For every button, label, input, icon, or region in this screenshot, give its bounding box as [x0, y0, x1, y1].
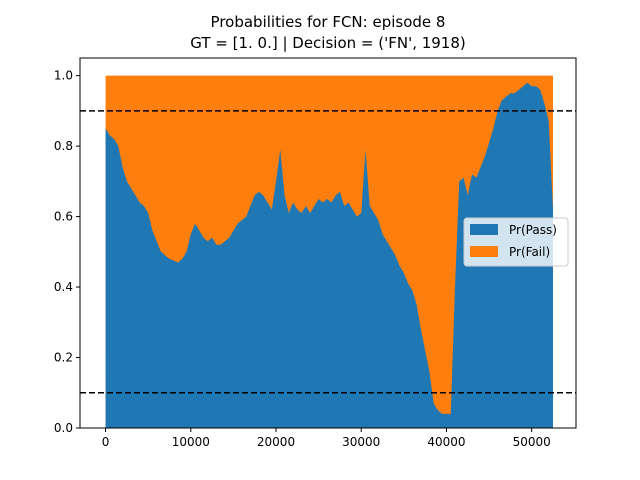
- legend-swatch-pass: [470, 224, 498, 235]
- y-tick-label: 0.2: [54, 351, 73, 365]
- plot-area: [79, 57, 577, 429]
- x-tick-label: 40000: [427, 435, 465, 449]
- x-tick-label: 10000: [172, 435, 210, 449]
- threshold-lines: [80, 110, 576, 394]
- y-tick-label: 1.0: [54, 69, 73, 83]
- y-tick-label: 0.6: [54, 210, 73, 224]
- y-axis: 0.0 0.2 0.4 0.6 0.8 1.0: [54, 69, 80, 435]
- legend-label-pass: Pr(Pass): [509, 223, 557, 237]
- x-tick-label: 0: [102, 435, 110, 449]
- x-tick-label: 20000: [257, 435, 295, 449]
- x-axis: 0 10000 20000 30000 40000 50000: [102, 428, 551, 449]
- plot-frame: [79, 57, 577, 429]
- y-tick-label: 0.8: [54, 139, 73, 153]
- legend-label-fail: Pr(Fail): [509, 245, 550, 259]
- chart-title-line-1: Probabilities for FCN: episode 8: [211, 13, 446, 31]
- legend-swatch-fail: [470, 246, 498, 257]
- y-tick-label: 0.0: [54, 421, 73, 435]
- x-tick-label: 30000: [342, 435, 380, 449]
- x-tick-label: 50000: [513, 435, 551, 449]
- y-tick-label: 0.4: [54, 280, 73, 294]
- pass-area: [105, 82, 553, 429]
- legend: Pr(Pass) Pr(Fail): [463, 217, 569, 267]
- chart-title-line-2: GT = [1. 0.] | Decision = ('FN', 1918): [190, 34, 466, 52]
